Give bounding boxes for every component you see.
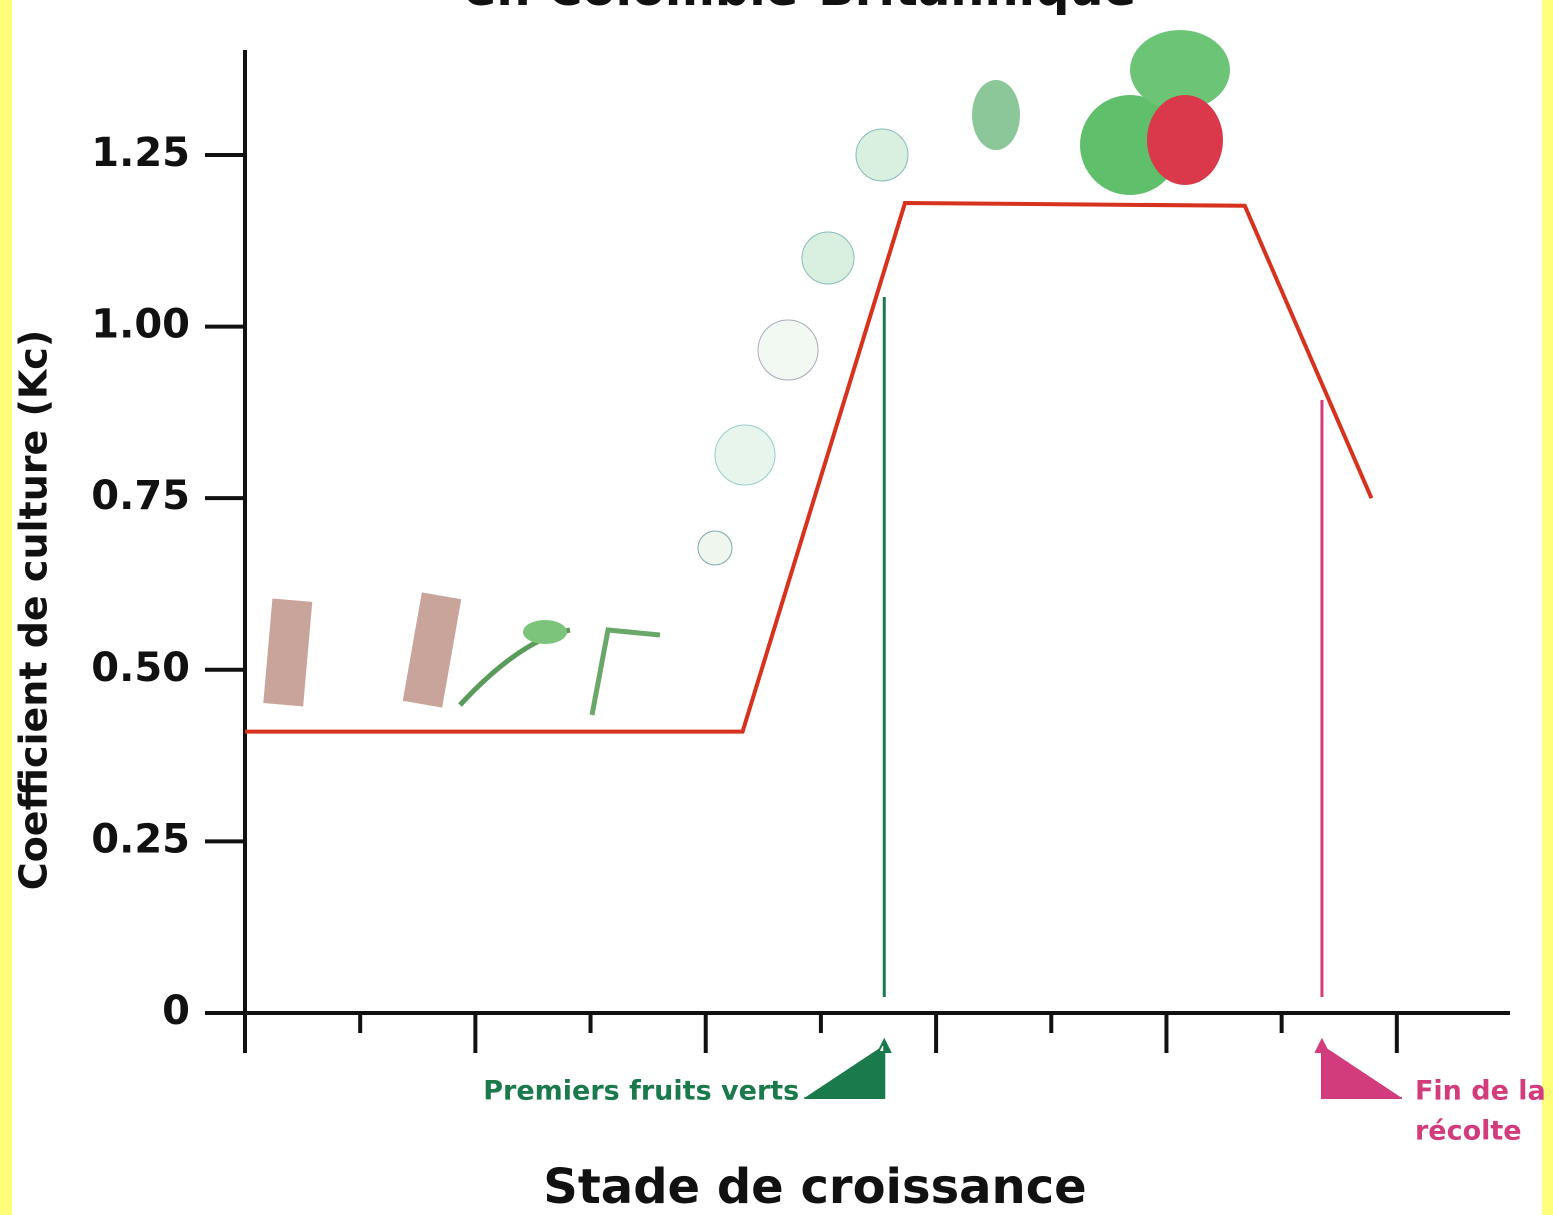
y-tick-label: 0.25 — [91, 816, 190, 862]
annotation-label: Fin de la — [1415, 1076, 1546, 1107]
y-tick-label: 1.00 — [91, 302, 190, 348]
y-tick-label: 1.25 — [91, 130, 190, 176]
y-tick-label: 0.50 — [91, 645, 190, 691]
annotation-label: Premiers fruits verts — [483, 1076, 799, 1107]
y-tick-label: 0 — [162, 988, 190, 1034]
y-tick-label: 0.75 — [91, 473, 190, 519]
chart: en Colombie-Britannique Coefficient de c… — [0, 0, 1553, 1215]
chart-title: en Colombie-Britannique — [464, 0, 1136, 17]
page: en Colombie-Britannique Coefficient de c… — [0, 0, 1553, 1215]
plot-background — [12, 0, 1542, 1215]
annotation-label: récolte — [1415, 1116, 1522, 1147]
x-axis-title: Stade de croissance — [543, 1159, 1086, 1215]
y-axis-title: Coefficient de culture (Kc) — [12, 330, 56, 890]
